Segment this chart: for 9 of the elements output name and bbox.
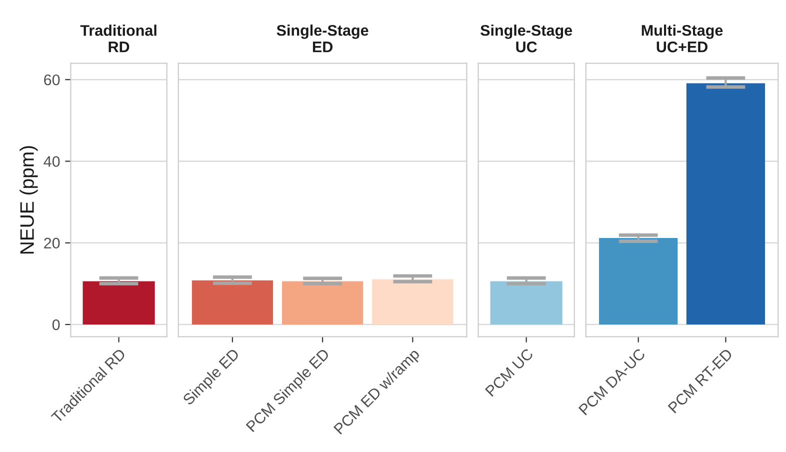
chart-title: Multi-Stage UC+ED <box>642 24 723 52</box>
y-tick-label: 20 <box>44 238 60 249</box>
y-tick-label: 40 <box>44 156 60 167</box>
chart-title: Single-Stage ED <box>276 24 368 52</box>
y-tick-label: 60 <box>44 74 60 86</box>
y-axis-title: NEUE (ppm) <box>20 146 38 254</box>
chart-title: Single-Stage UC <box>480 24 572 52</box>
y-tick-label: 0 <box>52 319 60 330</box>
chart-title: Traditional RD <box>80 24 156 52</box>
